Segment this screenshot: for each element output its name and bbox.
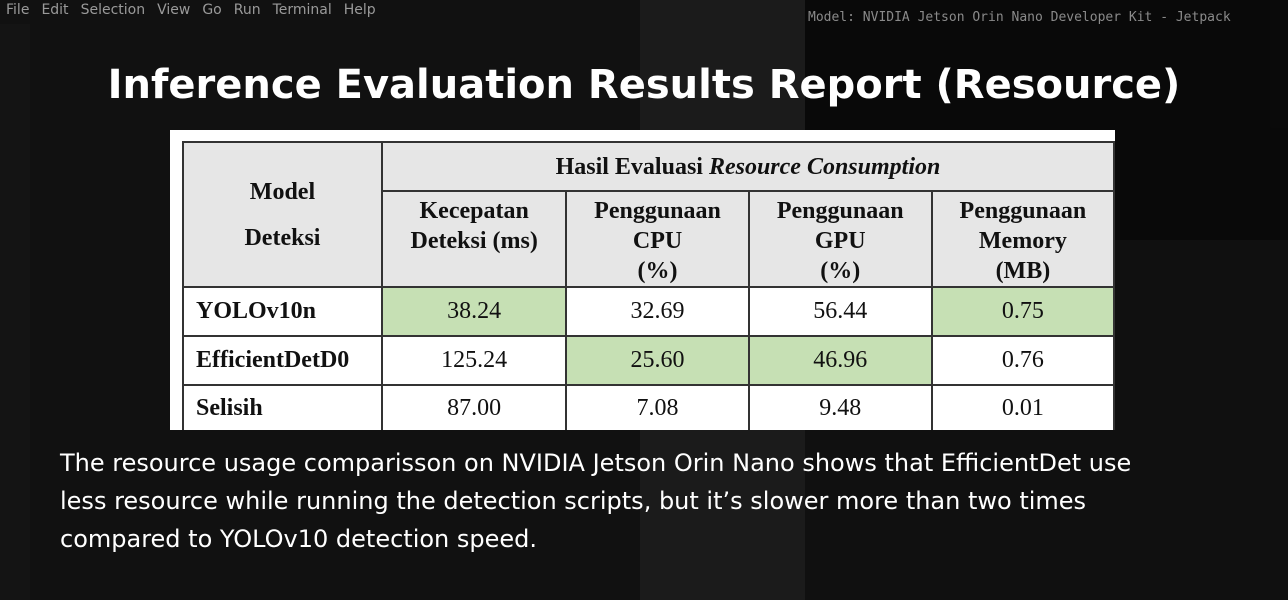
table-cell: 32.69: [565, 286, 750, 337]
menu-item: Selection: [80, 2, 146, 18]
header-line: Memory: [978, 228, 1067, 254]
header-cell: Penggunaan CPU (%): [565, 190, 750, 288]
header-line: (MB): [995, 258, 1051, 284]
terminal-title: Model: NVIDIA Jetson Orin Nano Developer…: [808, 10, 1231, 25]
menu-bar: File Edit Selection View Go Run Terminal Help: [6, 2, 376, 18]
header-line: Penggunaan: [594, 198, 721, 224]
table-cell: 7.08: [565, 384, 750, 430]
row-label: YOLOv10n: [182, 286, 383, 337]
header-line: (%): [637, 258, 678, 284]
table-cell: 0.76: [930, 335, 1115, 386]
menu-item: Terminal: [272, 2, 332, 18]
header-cell: Kecepatan Deteksi (ms): [380, 190, 568, 288]
table-image: Model Deteksi Hasil Evaluasi Resource Cons…: [170, 130, 1115, 430]
row-label: Selisih: [182, 384, 383, 430]
menu-item: File: [6, 2, 30, 18]
header-line: Model: [249, 178, 316, 205]
table-cell: 0.75: [930, 286, 1115, 337]
table-cell: 125.24: [380, 335, 568, 386]
header-line: Kecepatan: [419, 198, 529, 224]
table-cell: 46.96: [747, 335, 933, 386]
table-cell: 0.01: [930, 384, 1115, 430]
header-cell: Model Deteksi: [182, 141, 383, 288]
caption: The resource usage comparisson on NVIDIA…: [60, 444, 1131, 558]
activity-bar: [0, 24, 30, 600]
header-line: Penggunaan: [776, 198, 904, 224]
menu-item: Edit: [41, 2, 69, 18]
group-italic: Resource Consumption: [708, 153, 941, 180]
subheader-row: Kecepatan Deteksi (ms) Penggunaan CPU (%) Pen…: [183, 190, 1115, 288]
header-cell: Penggunaan GPU (%): [747, 190, 933, 288]
table-cell: 56.44: [747, 286, 933, 337]
caption-line: less resource while running the detectio…: [60, 487, 1087, 515]
data-row: Selisih 87.00 7.08 9.48 0.01: [182, 384, 1115, 430]
caption-line: The resource usage comparisson on NVIDIA…: [60, 449, 1132, 477]
table-cell: 9.48: [747, 384, 933, 430]
data-row: YOLOv10n 38.24 32.69 56.44 0.75: [182, 286, 1115, 337]
menu-item: Go: [202, 2, 222, 18]
table-cell: 87.00: [380, 384, 568, 430]
menu-item: View: [157, 2, 191, 18]
group-plain: Hasil Evaluasi: [555, 153, 703, 180]
header-line: CPU: [632, 228, 683, 254]
header-line: (%): [820, 258, 861, 284]
table-cell: 38.24: [380, 286, 568, 337]
results-table: Model Deteksi Hasil Evaluasi Resource Cons…: [182, 141, 1115, 430]
header-row: Model Deteksi Hasil Evaluasi Resource Cons…: [182, 141, 1115, 288]
data-row: EfficientDetD0 125.24 25.60 46.96 0.76: [182, 335, 1115, 386]
group-header: Hasil Evaluasi Resource Consumption: [380, 141, 1115, 192]
header-line: Deteksi: [244, 224, 321, 251]
menu-item: Run: [233, 2, 261, 18]
header-cell: Penggunaan Memory (MB): [930, 190, 1115, 288]
header-line: Penggunaan: [959, 198, 1087, 224]
table-cell: 25.60: [565, 335, 750, 386]
slide-title: Inference Evaluation Results Report (Res…: [107, 62, 1181, 108]
menu-item: Help: [343, 2, 376, 18]
header-line: GPU: [814, 228, 866, 254]
caption-line: compared to YOLOv10 detection speed.: [60, 525, 538, 553]
row-label: EfficientDetD0: [182, 335, 383, 386]
header-line: Deteksi (ms): [410, 228, 538, 254]
